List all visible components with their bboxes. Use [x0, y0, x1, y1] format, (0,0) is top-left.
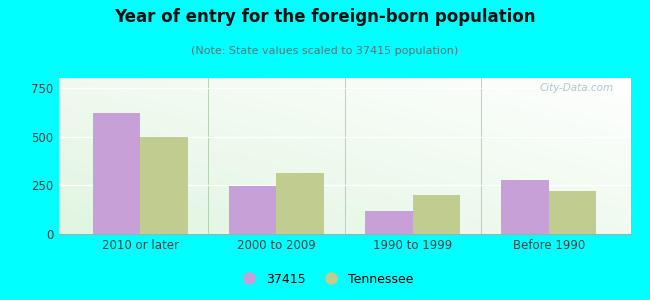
Bar: [501, 180, 549, 234]
Bar: [365, 211, 413, 234]
Text: Year of entry for the foreign-born population: Year of entry for the foreign-born popul…: [114, 8, 536, 26]
Bar: [140, 137, 188, 234]
Bar: [549, 191, 597, 234]
Legend: 37415, Tennessee: 37415, Tennessee: [231, 268, 419, 291]
Bar: [229, 186, 276, 234]
Bar: [92, 113, 140, 234]
Bar: [413, 195, 460, 234]
Text: City-Data.com: City-Data.com: [540, 83, 614, 93]
Text: (Note: State values scaled to 37415 population): (Note: State values scaled to 37415 popu…: [191, 46, 459, 56]
Bar: [276, 172, 324, 234]
